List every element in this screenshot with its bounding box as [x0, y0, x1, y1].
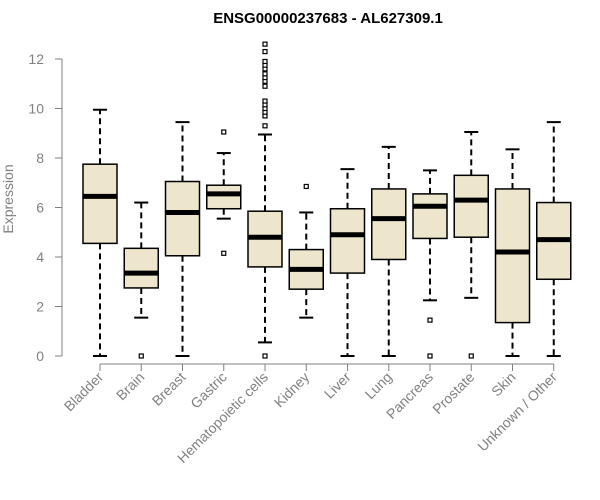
outlier-point [262, 83, 268, 89]
box-pancreas [412, 169, 448, 359]
box-liver [329, 168, 366, 357]
x-tick-label: Liver [321, 369, 354, 402]
outlier-point [262, 48, 268, 55]
box-prostate [453, 131, 489, 359]
outlier-point [138, 353, 144, 359]
chart-title: ENSG00000237683 - AL627309.1 [213, 10, 443, 27]
y-tick-label: 2 [36, 299, 44, 315]
outlier-point [262, 123, 268, 129]
outlier-point [221, 250, 227, 256]
iqr-box [206, 184, 242, 210]
x-tick-label: Bladder [61, 369, 107, 415]
y-tick-label: 6 [36, 200, 44, 216]
iqr-box [453, 174, 489, 238]
box-bladder [82, 108, 118, 357]
x-tick-label: Skin [488, 369, 519, 400]
box-brain [123, 201, 159, 359]
x-tick-label: Lung [362, 369, 395, 402]
x-tick-label: Brain [113, 369, 147, 403]
y-tick-label: 0 [36, 348, 44, 364]
x-tick-label: Kidney [271, 369, 313, 411]
iqr-box [123, 247, 159, 289]
box-kidney [288, 183, 324, 319]
outlier-point [221, 129, 227, 135]
y-axis: 0 2 4 6 8 10 12 [28, 51, 63, 364]
x-tick-label: Prostate [429, 369, 477, 417]
box-lung [371, 145, 407, 357]
y-tick-label: 10 [28, 101, 44, 117]
outlier-point [262, 98, 268, 104]
box-unknown-other [536, 121, 572, 357]
y-tick-label: 8 [36, 150, 44, 166]
iqr-box [82, 163, 118, 245]
iqr-box [371, 188, 407, 261]
outlier-point [262, 71, 268, 77]
iqr-box [164, 180, 201, 257]
box-hematopoietic-cells [247, 41, 283, 359]
outlier-point [427, 317, 433, 323]
outlier-point [262, 41, 268, 47]
box-series [82, 41, 572, 359]
box-skin [494, 148, 531, 357]
x-tick-label: Breast [149, 369, 189, 409]
outlier-point [262, 58, 268, 65]
iqr-box [329, 207, 366, 274]
outlier-point [468, 353, 474, 359]
y-tick-label: 4 [36, 249, 44, 265]
iqr-box [412, 193, 448, 240]
outlier-point [262, 353, 268, 359]
y-tick-label: 12 [28, 51, 44, 67]
outlier-point [303, 183, 309, 190]
iqr-box [494, 188, 531, 324]
y-axis-label: Expression [0, 164, 16, 233]
box-breast [164, 121, 201, 357]
outlier-point [427, 353, 433, 359]
box-gastric [206, 129, 242, 256]
